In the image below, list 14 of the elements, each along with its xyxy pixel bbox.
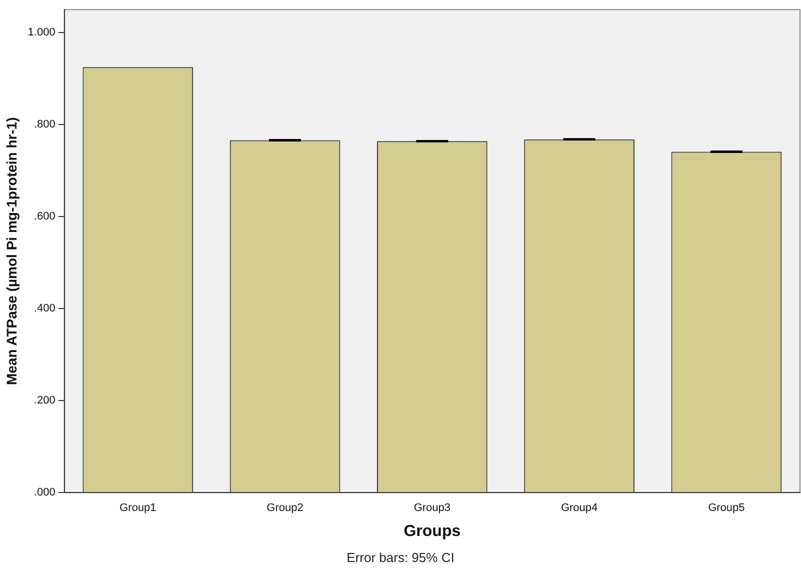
y-tick-label: .200 [34,394,56,407]
x-tick-label: Group4 [560,502,598,514]
y-tick-label: .600 [34,210,56,223]
y-axis-title: Mean ATPase (µmol Pi mg-1protein hr-1) [3,117,20,386]
y-tick-label: .400 [34,302,56,315]
y-tick-label: 1.000 [28,26,56,39]
x-tick-label: Group5 [708,502,745,514]
x-tick-label: Group1 [120,502,156,514]
x-tick-label: Group2 [266,502,304,514]
y-tick-label: .800 [34,118,56,131]
x-tick-label: Group3 [414,502,451,514]
x-axis-title: Groups [404,522,461,540]
text: Error bars: 95% CI [346,550,456,565]
y-tick-label: .000 [34,486,56,499]
